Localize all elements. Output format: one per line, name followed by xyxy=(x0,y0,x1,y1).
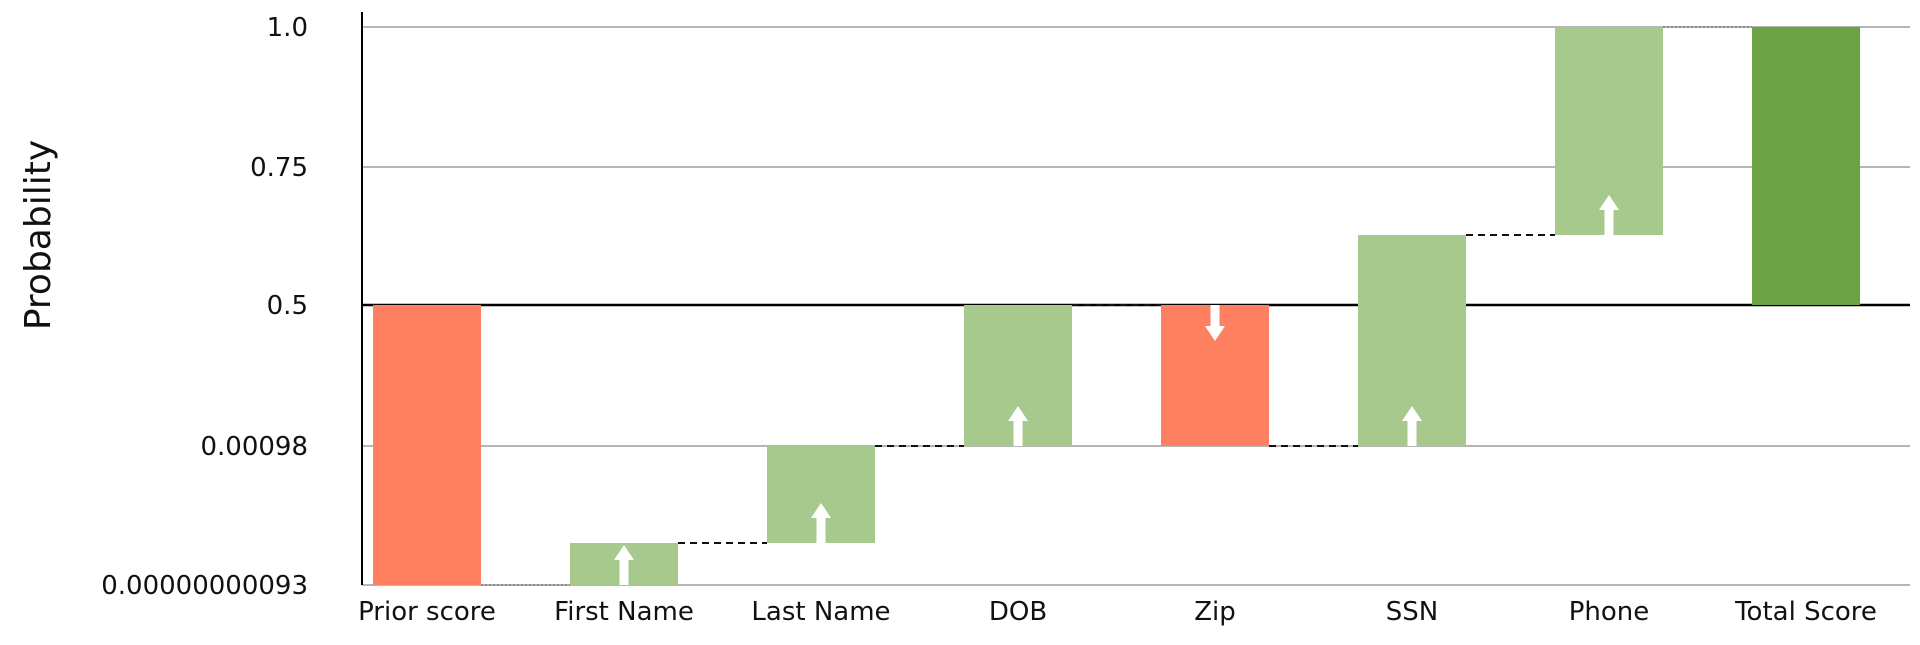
x-category-label: Phone xyxy=(1569,597,1650,627)
x-category-label: Zip xyxy=(1194,597,1236,627)
y-tick-label: 1.0 xyxy=(267,13,308,43)
arrow-up-icon xyxy=(1402,406,1422,446)
arrow-up-icon xyxy=(1008,406,1028,446)
x-category-label: Prior score xyxy=(358,597,496,627)
y-axis-title: Probability xyxy=(18,140,59,330)
y-tick-label: 0.00098 xyxy=(200,432,308,462)
arrow-down-icon xyxy=(1205,305,1225,341)
connectors xyxy=(481,26,1752,586)
y-tick-labels: 0.00000000093 0.00098 0.5 0.75 1.0 xyxy=(101,13,308,601)
y-tick-label: 0.75 xyxy=(250,153,308,183)
y-tick-label: 0.00000000093 xyxy=(101,571,308,601)
arrow-up-icon xyxy=(614,545,634,585)
bar-prior-score xyxy=(373,305,481,585)
x-category-label: Last Name xyxy=(751,597,890,627)
x-category-label: Total Score xyxy=(1734,597,1877,627)
arrow-up-icon xyxy=(1599,195,1619,235)
y-tick-label: 0.5 xyxy=(267,291,308,321)
bars xyxy=(373,27,1860,585)
x-category-label: First Name xyxy=(554,597,694,627)
x-category-label: DOB xyxy=(989,597,1047,627)
x-category-label: SSN xyxy=(1386,597,1438,627)
arrow-up-icon xyxy=(811,503,831,543)
bar-total-score xyxy=(1752,27,1860,305)
x-category-labels: Prior score First Name Last Name DOB Zip SSN P… xyxy=(358,597,1877,627)
